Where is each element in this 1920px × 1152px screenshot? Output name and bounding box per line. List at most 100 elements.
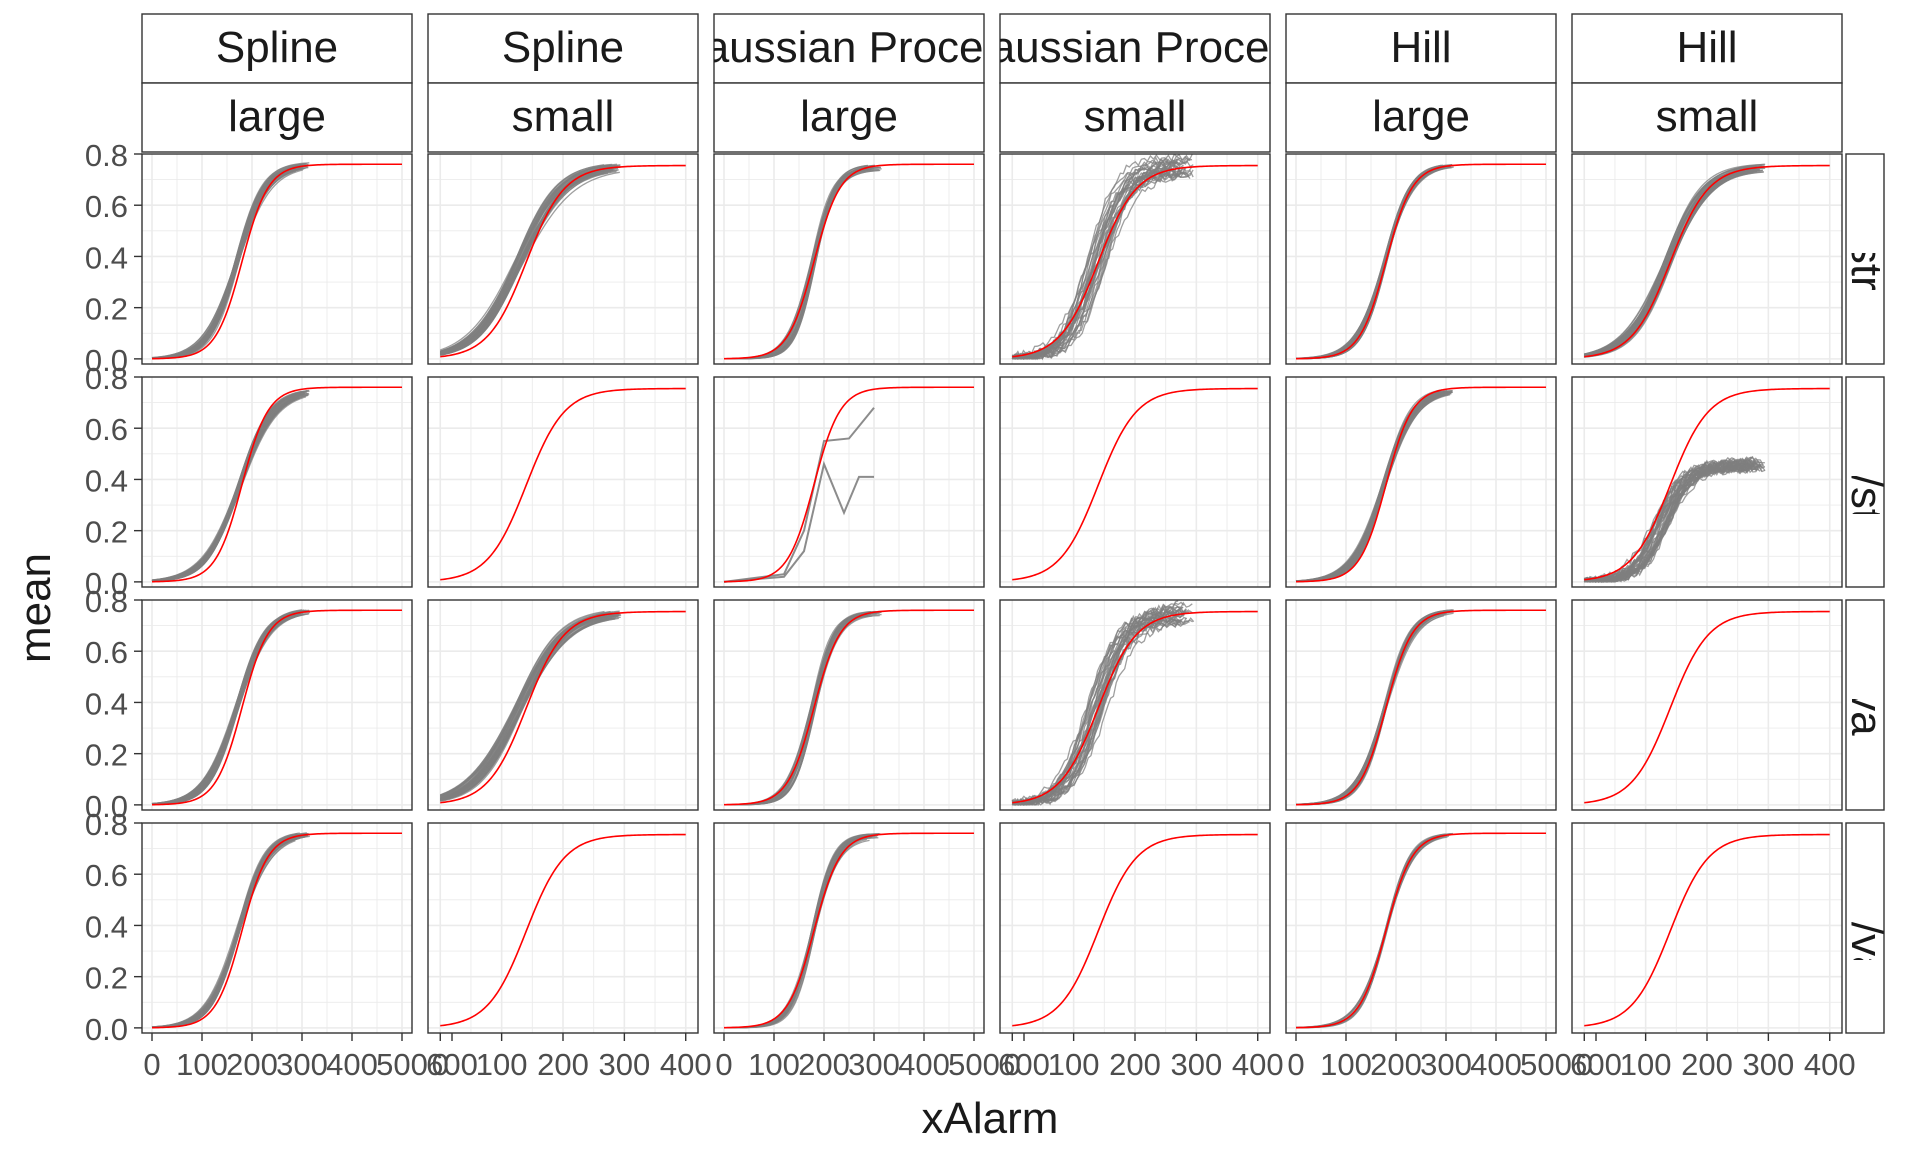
y-tick-label: 0.4 (85, 463, 128, 498)
facet-panel (141, 599, 413, 811)
facet-panel (1285, 376, 1557, 588)
y-tick-label: 0.6 (85, 635, 128, 670)
strip-row-label: true/vague (1842, 601, 1891, 809)
facet-panel (427, 376, 699, 588)
x-tick-label: 100 (1320, 1047, 1372, 1082)
x-tick-label: 500 (948, 1047, 1000, 1082)
reference-line (440, 833, 686, 1027)
reference-line (1584, 164, 1830, 358)
row-strip: wrong/strong (1842, 376, 1891, 588)
strip-method-label: Spline (502, 23, 624, 72)
simulation-line (1584, 169, 1764, 356)
panel-border (713, 376, 985, 588)
panel-border (427, 376, 699, 588)
x-tick-label: 400 (1232, 1047, 1284, 1082)
reference-line (1584, 387, 1830, 581)
x-tick-label: 300 (1420, 1047, 1472, 1082)
panel-grid (428, 154, 698, 364)
facet-panel (427, 599, 699, 811)
panel-border (141, 822, 413, 1034)
x-tick-label: 500 (1520, 1047, 1572, 1082)
x-tick-label: 300 (1170, 1047, 1222, 1082)
panel-border (1571, 376, 1843, 588)
facet-grid: Spline large Spline small Gaussian Process la… (85, 13, 1891, 1082)
panel-border (427, 153, 699, 365)
x-tick-label: 500 (376, 1047, 428, 1082)
simulation-line (440, 615, 610, 800)
y-tick-label: 0.2 (85, 738, 128, 773)
simulation-line (1584, 461, 1765, 583)
y-tick-label: 0.4 (85, 240, 128, 275)
simulation-line (440, 167, 613, 355)
simulation-line (723, 460, 874, 583)
x-tick-label: 400 (326, 1047, 378, 1082)
column-strip: Gaussian Process small (956, 13, 1313, 153)
reference-line (440, 164, 686, 358)
panel-grid (142, 154, 412, 364)
facet-panel (713, 599, 985, 811)
reference-line (440, 387, 686, 581)
simulation-line (1011, 166, 1182, 360)
facet-panel (1285, 153, 1557, 365)
panel-border (999, 153, 1271, 365)
facet-panel (427, 153, 699, 365)
panel-grid (428, 377, 698, 587)
simulation-line (440, 617, 615, 798)
strip-box (1845, 153, 1885, 365)
panel-border (141, 153, 413, 365)
panel-grid (1572, 154, 1842, 364)
x-tick-label: 200 (1109, 1047, 1161, 1082)
reference-line (151, 609, 403, 806)
facet-panel (999, 376, 1271, 588)
facet-panel (141, 153, 413, 365)
panel-grid (1286, 600, 1556, 810)
panel-border (141, 376, 413, 588)
x-tick-label: 600 (998, 1047, 1050, 1082)
strip-box (1845, 599, 1885, 811)
x-tick-label: 200 (1681, 1047, 1733, 1082)
reference-line (1012, 610, 1258, 804)
reference-line (151, 386, 403, 583)
x-tick-label: 400 (1804, 1047, 1856, 1082)
panel-border (141, 599, 413, 811)
y-tick-label: 0.6 (85, 412, 128, 447)
strip-box (1845, 376, 1885, 588)
strip-method-label: Gaussian Process (956, 23, 1313, 72)
row-strip: wrong/vague (1842, 822, 1891, 1034)
facet-panel (713, 153, 985, 365)
facet-panel (999, 599, 1271, 811)
x-tick-label: 0 (143, 1047, 160, 1082)
y-tick-label: 0.4 (85, 686, 128, 721)
x-tick-label: 200 (537, 1047, 589, 1082)
reference-line (1584, 833, 1830, 1027)
x-tick-label: 0 (432, 1047, 449, 1082)
panel-border (1285, 822, 1557, 1034)
column-strip: Hill large (1285, 13, 1557, 153)
simulation-line (151, 168, 304, 359)
strip-method-label: Gaussian Process (670, 23, 1027, 72)
x-tick-label: 600 (1570, 1047, 1622, 1082)
simulation-line (1011, 164, 1193, 360)
panel-border (1571, 599, 1843, 811)
simulation-line (1583, 457, 1752, 583)
x-tick-label: 200 (226, 1047, 278, 1082)
strip-box (427, 82, 699, 153)
simulation-line (1011, 618, 1182, 807)
reference-line (151, 832, 403, 1029)
panel-grid (1572, 377, 1842, 587)
panel-grid (142, 377, 412, 587)
panel-grid (1000, 823, 1270, 1033)
reference-line (1012, 833, 1258, 1027)
x-tick-label: 0 (1004, 1047, 1021, 1082)
panel-border (1285, 376, 1557, 588)
y-tick-label: 0.8 (85, 361, 128, 396)
row-strip: true/strong (1842, 153, 1891, 365)
x-tick-label: 400 (898, 1047, 950, 1082)
strip-box (713, 82, 985, 153)
simulation-line (1295, 612, 1447, 805)
simulation-line (723, 168, 872, 360)
panel-grid (714, 377, 984, 587)
x-tick-label: 200 (798, 1047, 850, 1082)
reference-line (1584, 610, 1830, 804)
